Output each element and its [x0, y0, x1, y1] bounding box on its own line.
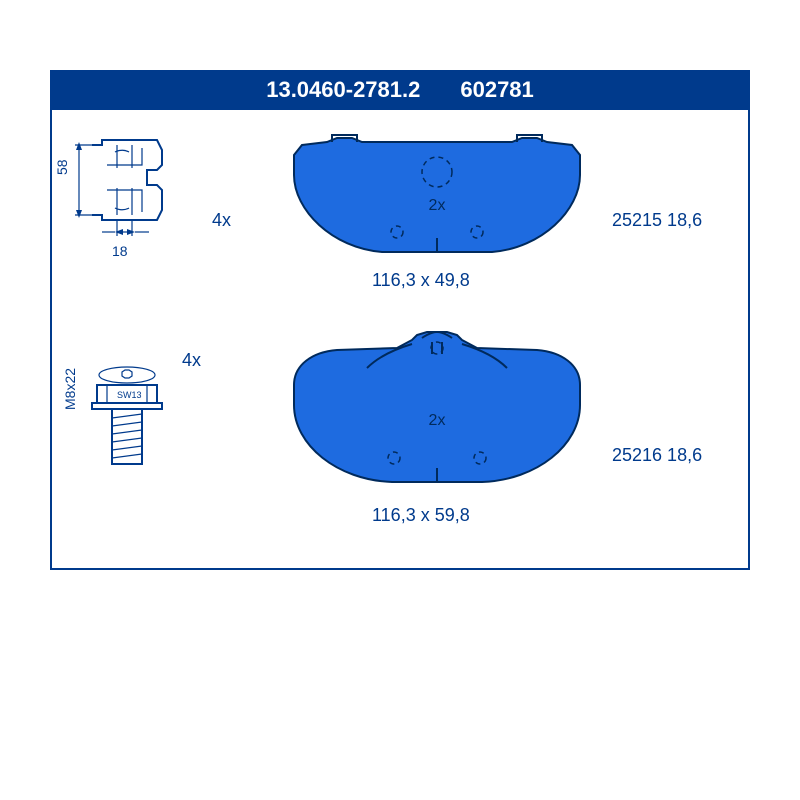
header-bar: 13.0460-2781.2 602781 [50, 70, 750, 110]
clip-height-label: 58 [54, 159, 70, 175]
pad-bottom-code: 25216 18,6 [612, 445, 702, 466]
content-area: Ate 58 18 4x [50, 110, 750, 570]
pad-bottom-drawing: 2x [282, 330, 592, 495]
part-number-2: 602781 [460, 77, 533, 103]
pad-top-code: 25215 18,6 [612, 210, 702, 231]
pad-top-qty: 2x [429, 197, 446, 214]
clip-width-label: 18 [112, 243, 128, 259]
pad-bottom-dimensions: 116,3 x 59,8 [372, 505, 470, 526]
bolt-spec-label: M8x22 [62, 368, 78, 410]
svg-text:SW13: SW13 [117, 390, 142, 400]
bolt-qty-label: 4x [182, 350, 201, 371]
part-number-1: 13.0460-2781.2 [266, 77, 420, 103]
clip-drawing [67, 130, 197, 250]
pad-bottom-qty: 2x [429, 412, 446, 429]
pad-top-dimensions: 116,3 x 49,8 [372, 270, 470, 291]
pad-top-drawing: 2x [282, 130, 592, 265]
clip-qty-label: 4x [212, 210, 231, 231]
diagram-frame: 13.0460-2781.2 602781 Ate [50, 70, 750, 570]
